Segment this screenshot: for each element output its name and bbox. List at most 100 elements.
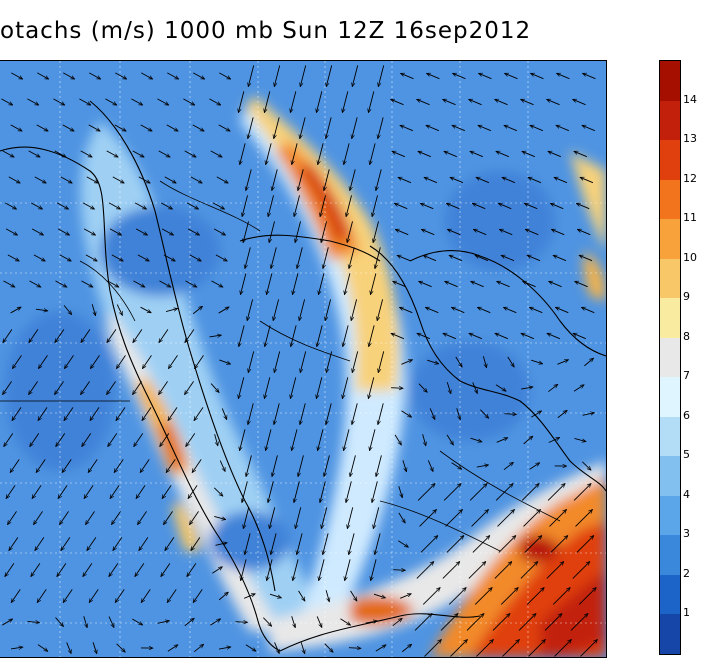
wind-vector (131, 98, 142, 105)
wind-vector (547, 333, 561, 340)
wind-vector (373, 221, 379, 242)
wind-vector (244, 594, 255, 599)
wind-vector (326, 351, 333, 372)
wind-vector (472, 382, 478, 393)
wind-vector (325, 590, 329, 602)
wind-vector (5, 563, 15, 576)
wind-vector (36, 459, 46, 472)
wind-vector (324, 455, 330, 476)
wind-vector (211, 280, 222, 287)
wind-vector (365, 621, 378, 623)
colorbar-segment (660, 179, 680, 220)
wind-vector (349, 247, 355, 268)
wind-vector (55, 280, 66, 287)
lat-lon-grid (0, 61, 606, 657)
wind-vector (183, 98, 194, 105)
wind-vector (529, 463, 540, 470)
wind-vector (573, 385, 584, 392)
wind-vector (548, 437, 560, 443)
wind-vector (317, 325, 323, 346)
wind-vector (450, 177, 464, 184)
wind-vector (391, 99, 404, 106)
wind-vector (482, 356, 486, 368)
wind-vector (395, 229, 409, 236)
wind-vector (193, 644, 203, 653)
wind-vector (132, 618, 142, 625)
wind-vector (531, 73, 544, 80)
blue-patch-1 (100, 206, 220, 296)
wind-vector (318, 429, 324, 450)
wind-vector (38, 355, 48, 368)
wind-vector (375, 645, 386, 652)
wind-vector (141, 72, 152, 79)
wind-vector (344, 273, 351, 294)
wind-vector (423, 255, 437, 262)
wind-vector (86, 511, 95, 524)
wind-vector (530, 125, 544, 132)
wind-vector (378, 403, 384, 424)
wind-vector (266, 273, 273, 294)
wind-vector (292, 273, 299, 294)
wind-vector (397, 255, 411, 262)
wind-vector (324, 643, 333, 653)
wind-vector (417, 333, 431, 340)
wind-vector (505, 73, 518, 80)
wind-vector (470, 151, 484, 158)
wind-vector (528, 640, 545, 657)
wind-vector (521, 333, 535, 340)
wind-vector (134, 202, 146, 209)
wind-vector (376, 169, 382, 190)
wind-vector (300, 65, 307, 86)
wind-vector (370, 143, 376, 164)
wind-vector (548, 384, 557, 393)
wind-vector (370, 429, 376, 450)
wind-vector (114, 124, 126, 131)
wind-vector (502, 177, 516, 184)
wind-vector (350, 169, 356, 190)
wind-vector (323, 247, 329, 268)
colorbar-label: 11 (683, 211, 697, 225)
wind-vector (300, 642, 305, 653)
wind-vector (300, 351, 307, 372)
wind-vector (109, 228, 121, 235)
wind-vector (265, 325, 271, 346)
wind-vectors (1, 65, 597, 657)
wind-vector (29, 280, 40, 287)
wind-vector (62, 124, 74, 131)
wind-vector (447, 229, 461, 236)
blue-patch-3 (410, 341, 530, 441)
wind-vector (418, 151, 432, 158)
wind-vector (531, 411, 541, 418)
wind-vector (133, 280, 144, 287)
wind-vector (582, 413, 595, 416)
wind-vector (271, 533, 277, 554)
wind-vector (269, 221, 275, 242)
wind-vector (272, 169, 278, 190)
wind-vector (521, 387, 533, 389)
wind-vector (2, 150, 14, 157)
wind-vector (157, 98, 168, 105)
wind-vector (240, 429, 246, 450)
wind-vector (521, 99, 534, 106)
wind-vector (216, 176, 228, 183)
wind-vector (574, 437, 586, 441)
wind-vector (165, 308, 178, 312)
wind-vector (392, 151, 406, 158)
wind-vector (193, 589, 203, 602)
wind-vector (291, 325, 297, 346)
wind-vector (547, 484, 565, 501)
wind-vector (525, 229, 539, 236)
wind-vector (503, 307, 517, 314)
wind-vector (30, 433, 40, 446)
wind-vector (369, 325, 375, 346)
wind-vector (400, 594, 411, 599)
wind-vector (107, 280, 118, 287)
wind-vector (168, 355, 178, 368)
wind-vector (241, 559, 247, 580)
wind-vector (347, 507, 354, 528)
wind-vector (36, 124, 48, 131)
wind-vector (140, 124, 152, 131)
wind-vector (89, 589, 99, 602)
wind-vector (238, 377, 245, 398)
wind-vector (186, 433, 196, 446)
